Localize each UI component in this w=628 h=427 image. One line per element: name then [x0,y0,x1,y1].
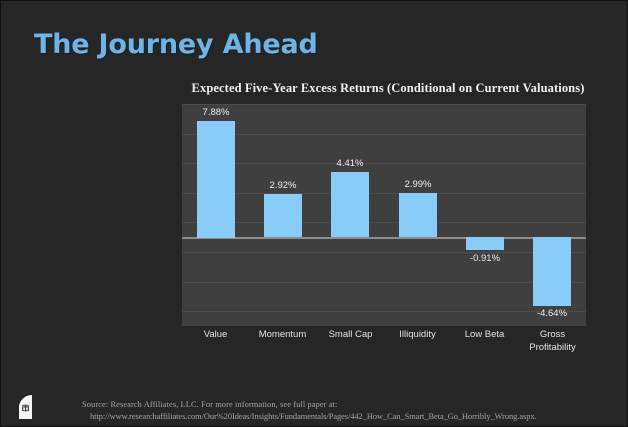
chart-category-label: Gross Profitability [529,329,576,353]
chart-bar [399,193,437,237]
logo-icon: ⎅ [19,394,32,419]
chart-gridline [182,163,586,164]
chart-gridline [182,104,586,105]
chart-bar-value-label: 2.99% [404,179,432,190]
source-note: Source: Research Affiliates, LLC. For mo… [82,400,338,409]
chart-bar-value-label: 2.92% [269,180,297,191]
chart-gridline [182,252,586,253]
chart-category-label: Illiquidity [399,329,436,340]
chart-gridline [182,311,586,312]
chart-category-label: Value [203,329,228,340]
chart-plot-area: 7.88% 2.92% 4.41% 2.99% -0.91% -4.64% [182,104,586,326]
chart-gridline [182,134,586,135]
chart-bar-value-label: 4.41% [336,158,364,169]
chart-category-label: Low Beta [464,329,505,340]
research-affiliates-logo: ⎅ [18,394,44,420]
chart-bar [466,237,504,250]
chart-bar-value-label: -4.64% [536,308,568,319]
chart-bar-value-label: 7.88% [202,107,230,118]
chart-bar [197,121,235,238]
chart-gridline [182,282,586,283]
chart-title: Expected Five-Year Excess Returns (Condi… [191,81,585,95]
chart: Expected Five-Year Excess Returns (Condi… [160,79,592,367]
chart-zero-line [182,237,586,239]
chart-bar [533,237,571,306]
chart-bar-value-label: -0.91% [469,253,501,264]
chart-bar [331,172,369,237]
chart-category-label: Momentum [258,329,307,340]
chart-category-label: Small Cap [328,329,373,340]
chart-gridline [182,222,586,223]
chart-bar [264,194,302,237]
chart-gridline [182,193,586,194]
page-title: The Journey Ahead [34,29,318,61]
chart-category-axis: Value Momentum Small Cap Illiquidity Low Bet… [182,329,586,367]
source-url: http://www.researchaffiliates.com/Our%20… [90,412,537,421]
